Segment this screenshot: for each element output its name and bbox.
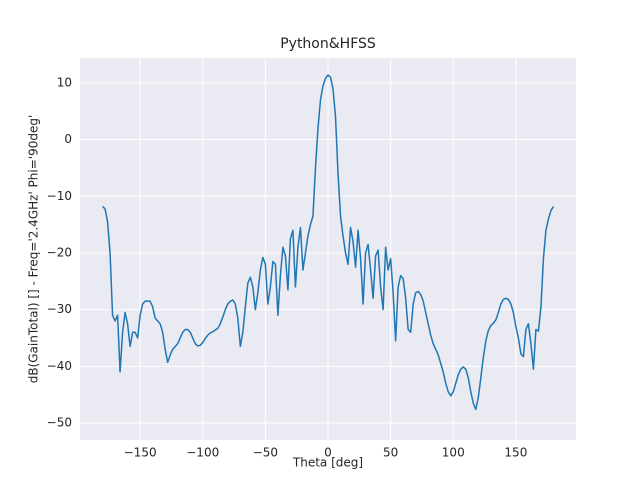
x-tick-label: 100 xyxy=(442,446,465,460)
y-tick-label: 10 xyxy=(57,75,72,89)
x-tick-label: −150 xyxy=(124,446,157,460)
y-tick-label: −10 xyxy=(47,189,72,203)
y-tick-label: −50 xyxy=(47,415,72,429)
y-tick-label: −30 xyxy=(47,302,72,316)
x-tick-label: 50 xyxy=(383,446,398,460)
x-tick-label: −50 xyxy=(253,446,278,460)
x-axis-label: Theta [deg] xyxy=(292,456,363,470)
y-axis-label: dB(GainTotal) [] - Freq='2.4GHz' Phi='90… xyxy=(27,115,41,384)
y-tick-label: −40 xyxy=(47,359,72,373)
x-tick-label: −100 xyxy=(186,446,219,460)
chart-title: Python&HFSS xyxy=(280,36,376,52)
data-line xyxy=(102,74,555,411)
y-tick-label: −20 xyxy=(47,245,72,259)
x-tick-label: 150 xyxy=(504,446,527,460)
y-tick-label: 0 xyxy=(64,132,72,146)
x-tick-label: 0 xyxy=(324,446,332,460)
